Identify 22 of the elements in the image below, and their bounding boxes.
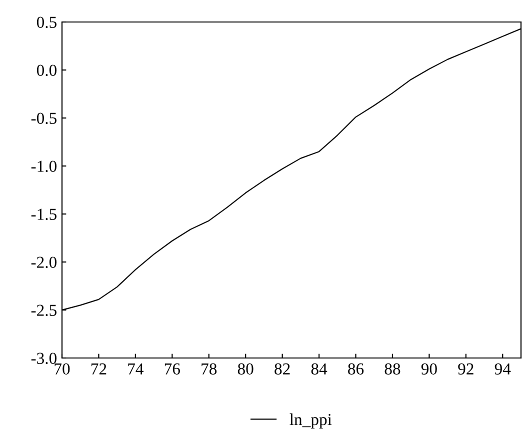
x-tick-label: 94	[494, 363, 511, 375]
x-tick-label: 92	[458, 363, 474, 375]
y-tick-label: 0.0	[36, 64, 57, 76]
x-tick-label: 84	[311, 363, 328, 375]
legend-label: ln_ppi	[290, 413, 332, 429]
y-tick-label: -2.5	[31, 304, 56, 316]
y-tick-label: -3.0	[31, 352, 57, 364]
x-tick-label: 72	[91, 363, 106, 374]
x-tick-label: 88	[384, 363, 400, 375]
x-tick-label: 70	[54, 363, 70, 375]
y-tick-label: -0.5	[31, 112, 56, 124]
y-tick-label: 0.5	[36, 16, 56, 28]
y-tick-label: -2.0	[31, 256, 57, 268]
y-tick-label: -1.5	[31, 208, 56, 220]
x-tick-label: 74	[128, 363, 144, 374]
x-tick-label: 90	[421, 363, 437, 375]
x-tick-label: 80	[238, 363, 254, 375]
y-tick-label: -1.0	[31, 160, 57, 172]
x-tick-label: 76	[164, 363, 180, 375]
x-tick-label: 78	[202, 363, 217, 375]
x-tick-label: 82	[274, 363, 290, 375]
x-tick-label: 86	[348, 363, 364, 375]
